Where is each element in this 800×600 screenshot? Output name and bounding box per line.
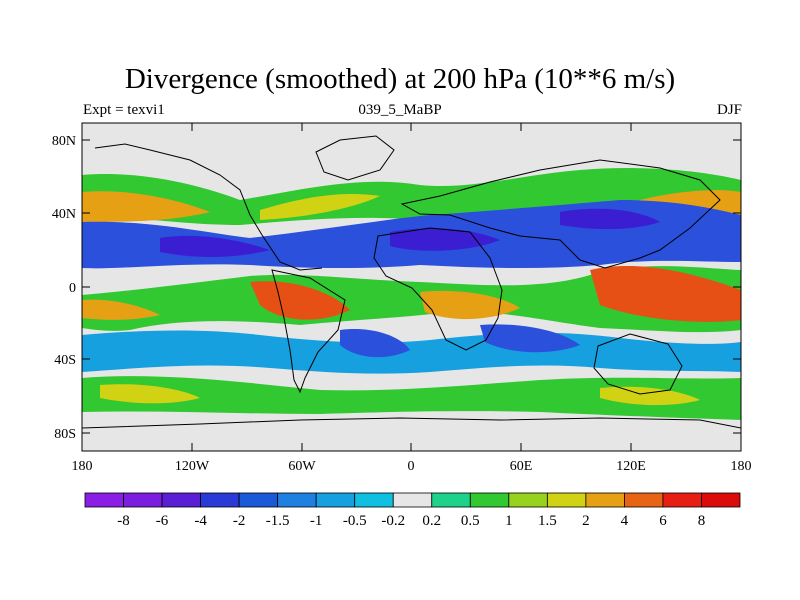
lon-label-60w: 60W [288,459,316,474]
colorbar-box [392,492,433,508]
colorbar-box [123,492,163,508]
colorbar-box [200,492,240,508]
coastline-eurasia [400,159,721,269]
colorbar-box [701,492,741,508]
negative-core-asia [560,208,660,230]
colorbar-box [354,492,394,508]
colorbar-label: 0.2 [422,513,441,529]
colorbar-label: 6 [659,513,667,529]
lat-label-40n: 40N [52,207,76,222]
colorbar-label: -6 [156,513,169,529]
coastline-south-america [271,269,346,394]
season-label: DJF [716,102,742,118]
negative-core-south-atlantic [340,329,410,358]
colorbar-box [315,492,356,508]
colorbar: -8 -6 -4 -2 -1.5 -1 -0.5 -0.2 0.2 0.5 1 1.5 2 4 6 8 [84,492,741,529]
negative-core-indian-ocean [480,324,580,353]
lat-label-0: 0 [69,281,76,296]
positive-band-south [82,376,741,420]
coastline-australia [593,333,683,395]
colorbar-box [161,492,201,508]
positive-core-south-america [250,281,350,320]
positive-core-north-atlantic [260,193,380,220]
colorbar-label: 1.5 [538,513,557,529]
lat-tick-marks [82,139,741,434]
lon-label-180-east: 180 [731,459,752,474]
negative-band-south [82,330,741,374]
colorbar-box [238,492,279,508]
colorbar-label: -1.5 [266,513,290,529]
colorbar-box [277,492,317,508]
colorbar-label: -2 [233,513,246,529]
lat-label-80s: 80S [54,427,76,442]
colorbar-box [662,492,702,508]
colorbar-label: 0.5 [461,513,480,529]
chart-title: Divergence (smoothed) at 200 hPa (10**6 … [124,63,676,95]
lat-label-40s: 40S [54,353,76,368]
colorbar-label: 4 [621,513,629,529]
lon-label-120e: 120E [616,459,646,474]
positive-core-north-pacific [82,191,210,222]
coastlines [82,135,741,429]
experiment-label: Expt = texvi1 [83,102,165,118]
colorbar-box [469,492,510,508]
colorbar-label: -0.2 [381,513,405,529]
colorbar-box [585,492,625,508]
lat-label-80n: 80N [52,134,76,149]
positive-core-maritime-continent [590,265,741,322]
lon-label-60e: 60E [510,459,533,474]
positive-band-tropics [82,266,741,333]
colorbar-label: 8 [698,513,706,529]
positive-core-southern-ocean [600,386,700,406]
coastline-north-america [94,143,323,271]
colorbar-label: 1 [505,513,513,529]
colorbar-label: -1 [310,513,323,529]
case-label: 039_5_MaBP [358,102,442,118]
colorbar-box [624,492,664,508]
colorbar-box [431,492,471,508]
coastline-antarctica [82,417,741,429]
coastline-greenland [315,135,395,181]
colorbar-label: -8 [117,513,130,529]
positive-core-west-pacific [82,299,160,320]
colorbar-label: -0.5 [343,513,367,529]
colorbar-label: 2 [582,513,590,529]
positive-core-south-pacific [100,384,200,404]
lon-label-120w: 120W [175,459,210,474]
negative-core-africa [390,228,500,251]
lon-label-0: 0 [408,459,415,474]
colorbar-box [546,492,587,508]
colorbar-label: -4 [194,513,207,529]
lon-tick-marks [191,123,632,451]
negative-core-pacific [160,235,270,257]
divergence-field [82,135,741,429]
colorbar-box [508,492,548,508]
positive-core-africa [420,290,520,320]
lon-label-180-west: 180 [72,459,93,474]
colorbar-box [84,492,124,508]
coastline-africa [373,227,503,351]
